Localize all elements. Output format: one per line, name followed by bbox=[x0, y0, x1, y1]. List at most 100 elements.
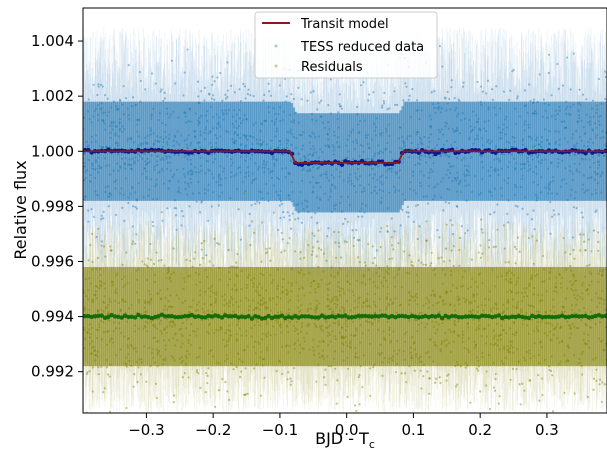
tess-data-point bbox=[236, 114, 238, 116]
tess-data-point bbox=[195, 113, 197, 115]
tess-data-point bbox=[373, 190, 375, 192]
tess-data-point bbox=[279, 197, 281, 199]
tess-data-point bbox=[385, 130, 387, 132]
tess-data-point bbox=[372, 91, 374, 93]
tess-data-point bbox=[454, 141, 456, 143]
tess-data-point bbox=[314, 212, 316, 214]
tess-data-point bbox=[548, 130, 550, 132]
tess-data-point bbox=[524, 196, 526, 198]
tess-data-point bbox=[309, 170, 311, 172]
tess-data-point bbox=[379, 231, 381, 233]
tess-data-point bbox=[482, 144, 484, 146]
tess-data-point bbox=[176, 141, 178, 143]
tess-data-point bbox=[575, 144, 577, 146]
tess-data-point bbox=[374, 173, 376, 175]
tess-data-point bbox=[355, 176, 357, 178]
tess-data-point bbox=[233, 133, 235, 135]
tess-data-point bbox=[361, 215, 363, 217]
tess-data-point bbox=[552, 176, 554, 178]
tess-data-point bbox=[298, 153, 300, 155]
tess-data-point bbox=[565, 101, 567, 103]
tess-data-point bbox=[589, 123, 591, 125]
tess-data-point bbox=[316, 196, 318, 198]
tess-data-point bbox=[277, 113, 279, 115]
tess-data-point bbox=[402, 161, 404, 163]
tess-data-point bbox=[359, 155, 361, 157]
tess-data-point bbox=[459, 132, 461, 134]
tess-data-point bbox=[577, 121, 579, 123]
tess-data-point bbox=[592, 115, 594, 117]
tess-data-point bbox=[187, 120, 189, 122]
tess-data-point bbox=[238, 208, 240, 210]
tess-data-point bbox=[113, 181, 115, 183]
tess-data-point bbox=[320, 174, 322, 176]
tess-data-point bbox=[188, 134, 190, 136]
tess-data-point bbox=[95, 134, 97, 136]
tess-data-point bbox=[223, 118, 225, 120]
tess-data-point bbox=[488, 190, 490, 192]
tess-data-point bbox=[299, 134, 301, 136]
tess-data-point bbox=[555, 130, 557, 132]
tess-data-point bbox=[415, 109, 417, 111]
tess-data-point bbox=[103, 211, 105, 213]
tess-data-point bbox=[272, 107, 274, 109]
tess-data-point bbox=[428, 177, 430, 179]
tess-data-point bbox=[102, 112, 104, 114]
tess-data-point bbox=[198, 192, 200, 194]
tess-data-point bbox=[198, 121, 200, 123]
tess-data-point bbox=[353, 185, 355, 187]
tess-data-point bbox=[514, 107, 516, 109]
tess-data-point bbox=[272, 158, 274, 160]
tess-data-point bbox=[589, 120, 591, 122]
tess-data-point bbox=[437, 108, 439, 110]
tess-data-point bbox=[531, 158, 533, 160]
tess-data-point bbox=[207, 189, 209, 191]
tess-data-point bbox=[283, 216, 285, 218]
tess-data-point bbox=[428, 137, 430, 139]
tess-data-point bbox=[119, 118, 121, 120]
tess-data-point bbox=[394, 171, 396, 173]
tess-data-point bbox=[564, 167, 566, 169]
tess-data-point bbox=[548, 104, 550, 106]
tess-data-point bbox=[87, 221, 89, 223]
tess-data-point bbox=[471, 191, 473, 193]
tess-data-point bbox=[185, 154, 187, 156]
tess-data-point bbox=[315, 151, 317, 153]
tess-data-point bbox=[173, 154, 175, 156]
tess-data-point bbox=[544, 128, 546, 130]
tess-data-point bbox=[549, 143, 551, 145]
tess-data-point bbox=[352, 158, 354, 160]
tess-data-point bbox=[399, 126, 401, 128]
tess-data-point bbox=[604, 155, 606, 157]
tess-data-point bbox=[381, 132, 383, 134]
tess-data-point bbox=[557, 113, 559, 115]
tess-data-point bbox=[164, 97, 166, 99]
tess-data-point bbox=[301, 148, 303, 150]
tess-data-point bbox=[466, 169, 468, 171]
tess-data-point bbox=[231, 138, 233, 140]
tess-data-point bbox=[523, 167, 525, 169]
tess-data-point bbox=[164, 131, 166, 133]
tess-data-point bbox=[578, 163, 580, 165]
tess-data-point bbox=[266, 161, 268, 163]
tess-data-point bbox=[221, 192, 223, 194]
tess-data-point bbox=[554, 143, 556, 145]
tess-data-point bbox=[97, 83, 99, 85]
tess-data-point bbox=[173, 174, 175, 176]
tess-data-point bbox=[408, 212, 410, 214]
tess-data-point bbox=[104, 94, 106, 96]
tess-data-point bbox=[487, 108, 489, 110]
tess-data-point bbox=[456, 115, 458, 117]
tess-data-point bbox=[273, 163, 275, 165]
tess-data-point bbox=[295, 204, 297, 206]
tess-data-point bbox=[583, 126, 585, 128]
tess-data-point bbox=[418, 157, 420, 159]
tess-data-point bbox=[190, 142, 192, 144]
tess-data-point bbox=[226, 155, 228, 157]
tess-data-point bbox=[566, 56, 568, 58]
tess-data-point bbox=[370, 158, 372, 160]
tess-data-point bbox=[456, 172, 458, 174]
tess-data-point bbox=[406, 138, 408, 140]
tess-data-point bbox=[290, 121, 292, 123]
tess-data-point bbox=[481, 155, 483, 157]
